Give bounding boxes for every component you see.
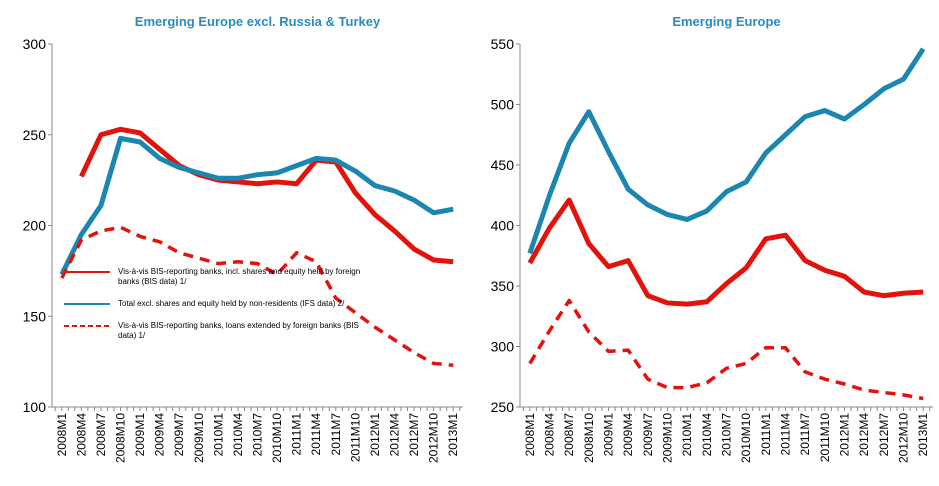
y-tick-label: 500 [491,97,515,113]
x-tick-label: 2012M10 [427,413,441,463]
chart-title: Emerging Europe [672,14,780,29]
y-tick-label: 300 [23,36,47,52]
x-tick-label: 2008M4 [543,413,557,457]
legend-swatch [64,303,110,305]
x-tick-label: 2009M10 [192,413,206,463]
x-tick-label: 2009M7 [641,413,655,457]
legend-swatch [64,325,110,327]
legend-entry: Vis-à-vis BIS-reporting banks, incl. sha… [64,267,364,287]
legend: Vis-à-vis BIS-reporting banks, incl. sha… [64,267,364,353]
series-line [528,298,924,401]
x-tick-label: 2012M4 [857,413,871,457]
y-tick-label: 100 [23,399,47,415]
x-tick-label: 2009M4 [153,413,167,457]
y-tick-label: 250 [23,127,47,143]
series-line [59,135,454,276]
x-tick-label: 2010M10 [270,413,284,463]
x-tick-label: 2012M1 [838,413,852,457]
x-tick-label: 2013M1 [916,413,930,457]
legend-swatch [64,271,110,273]
x-tick-label: 2009M1 [133,413,147,457]
x-tick-label: 2012M7 [407,413,421,457]
chart-title: Emerging Europe excl. Russia & Turkey [135,14,381,29]
legend-entry: Total excl. shares and equity held by no… [64,299,364,309]
x-tick-label: 2009M10 [661,413,675,463]
x-tick-label: 2009M1 [602,413,616,457]
y-tick-label: 150 [23,308,47,324]
legend-label: Total excl. shares and equity held by no… [118,299,345,308]
x-tick-label: 2008M4 [74,413,88,457]
x-tick-label: 2010M7 [251,413,265,457]
x-tick-label: 2008M10 [114,413,128,463]
x-tick-label: 2011M10 [818,413,832,462]
x-tick-label: 2012M7 [877,413,891,457]
series-line [60,225,454,367]
x-tick-label: 2012M1 [368,413,382,457]
x-tick-label: 2012M4 [388,413,402,457]
legend-label: Vis-à-vis BIS-reporting banks, loans ext… [118,321,359,340]
y-tick-label: 250 [491,399,515,415]
x-tick-label: 2011M10 [348,413,362,462]
x-tick-label: 2009M7 [172,413,186,457]
x-tick-label: 2010M1 [211,413,225,457]
x-tick-label: 2011M7 [329,413,343,456]
x-tick-label: 2010M4 [700,413,714,457]
x-tick-label: 2008M10 [582,413,596,463]
legend-entry: Vis-à-vis BIS-reporting banks, loans ext… [64,321,364,341]
series-line [79,126,454,265]
y-tick-label: 300 [491,339,515,355]
x-tick-label: 2011M7 [798,413,812,456]
y-tick-label: 550 [491,36,515,52]
x-tick-label: 2010M7 [720,413,734,457]
x-tick-label: 2008M7 [562,413,576,457]
x-tick-label: 2011M4 [309,413,323,456]
x-tick-label: 2012M10 [897,413,911,463]
x-tick-label: 2011M1 [290,413,304,456]
x-tick-label: 2010M4 [231,413,245,457]
legend-label: Vis-à-vis BIS-reporting banks, incl. sha… [118,267,361,286]
y-tick-label: 400 [491,218,515,234]
y-tick-label: 350 [491,278,515,294]
x-tick-label: 2009M4 [621,413,635,457]
x-tick-label: 2008M1 [523,413,537,457]
x-tick-label: 2011M1 [759,413,773,456]
y-tick-label: 450 [491,157,515,173]
x-tick-label: 2011M4 [779,413,793,456]
x-tick-label: 2010M1 [680,413,694,457]
series-line [527,47,926,255]
y-tick-label: 200 [23,218,47,234]
series-line [527,197,924,307]
x-tick-label: 2013M1 [446,413,460,457]
x-tick-label: 2008M7 [94,413,108,457]
x-tick-label: 2008M1 [55,413,69,457]
x-tick-label: 2010M10 [739,413,753,463]
